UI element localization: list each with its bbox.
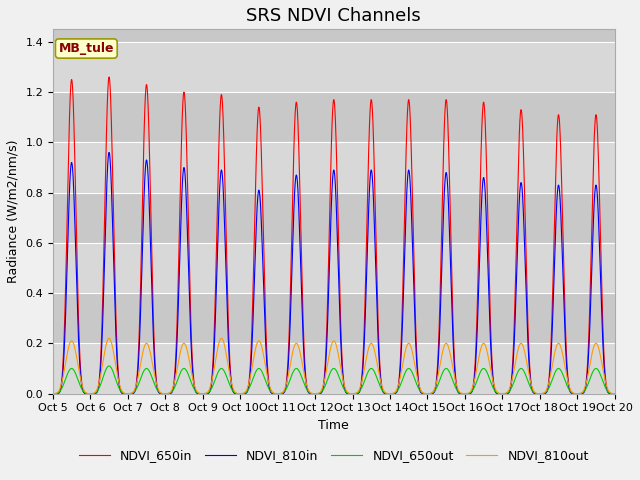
NDVI_650in bbox=[265, 376, 273, 382]
NDVI_810out bbox=[113, 371, 121, 377]
NDVI_810out bbox=[611, 391, 618, 396]
Bar bbox=[53, 92, 614, 143]
X-axis label: Time: Time bbox=[319, 419, 349, 432]
NDVI_810out bbox=[105, 336, 113, 341]
NDVI_650out bbox=[147, 371, 154, 377]
NDVI_810out bbox=[289, 348, 297, 354]
Line: NDVI_810out: NDVI_810out bbox=[53, 338, 614, 394]
Bar bbox=[53, 143, 614, 192]
NDVI_650in bbox=[540, 391, 547, 396]
NDVI_810out bbox=[600, 371, 607, 377]
NDVI_650in bbox=[289, 184, 297, 190]
NDVI_810in bbox=[147, 245, 154, 251]
Bar bbox=[53, 243, 614, 293]
Bar bbox=[53, 192, 614, 243]
NDVI_810in bbox=[105, 150, 113, 156]
NDVI_810in bbox=[49, 391, 57, 396]
NDVI_650in bbox=[105, 74, 113, 80]
Bar bbox=[53, 42, 614, 92]
NDVI_810in bbox=[600, 358, 607, 364]
NDVI_650in bbox=[600, 347, 607, 353]
NDVI_650in bbox=[147, 198, 154, 204]
Bar bbox=[53, 29, 614, 42]
NDVI_810in bbox=[289, 236, 297, 242]
NDVI_650out bbox=[611, 391, 618, 396]
NDVI_650out bbox=[289, 370, 297, 375]
NDVI_650out bbox=[105, 363, 113, 369]
Line: NDVI_650out: NDVI_650out bbox=[53, 366, 614, 394]
NDVI_650out bbox=[540, 391, 547, 396]
NDVI_810out bbox=[49, 391, 57, 396]
NDVI_650out bbox=[600, 381, 607, 386]
NDVI_810out bbox=[265, 379, 273, 384]
NDVI_650in bbox=[113, 350, 121, 356]
NDVI_650out bbox=[49, 391, 57, 396]
Text: MB_tule: MB_tule bbox=[59, 42, 114, 55]
NDVI_810in bbox=[540, 391, 547, 396]
Y-axis label: Radiance (W/m2/nm/s): Radiance (W/m2/nm/s) bbox=[7, 140, 20, 283]
NDVI_650in bbox=[611, 391, 618, 396]
Bar bbox=[53, 293, 614, 343]
Line: NDVI_650in: NDVI_650in bbox=[53, 77, 614, 394]
NDVI_810in bbox=[113, 360, 121, 366]
NDVI_810in bbox=[265, 381, 273, 386]
NDVI_810out bbox=[540, 390, 547, 396]
NDVI_650out bbox=[265, 385, 273, 391]
Line: NDVI_810in: NDVI_810in bbox=[53, 153, 614, 394]
NDVI_650in bbox=[49, 391, 57, 396]
NDVI_810in bbox=[611, 391, 618, 396]
Bar bbox=[53, 343, 614, 394]
Legend: NDVI_650in, NDVI_810in, NDVI_650out, NDVI_810out: NDVI_650in, NDVI_810in, NDVI_650out, NDV… bbox=[74, 444, 594, 468]
NDVI_810out bbox=[147, 351, 154, 357]
Title: SRS NDVI Channels: SRS NDVI Channels bbox=[246, 7, 421, 25]
NDVI_650out bbox=[113, 381, 121, 386]
